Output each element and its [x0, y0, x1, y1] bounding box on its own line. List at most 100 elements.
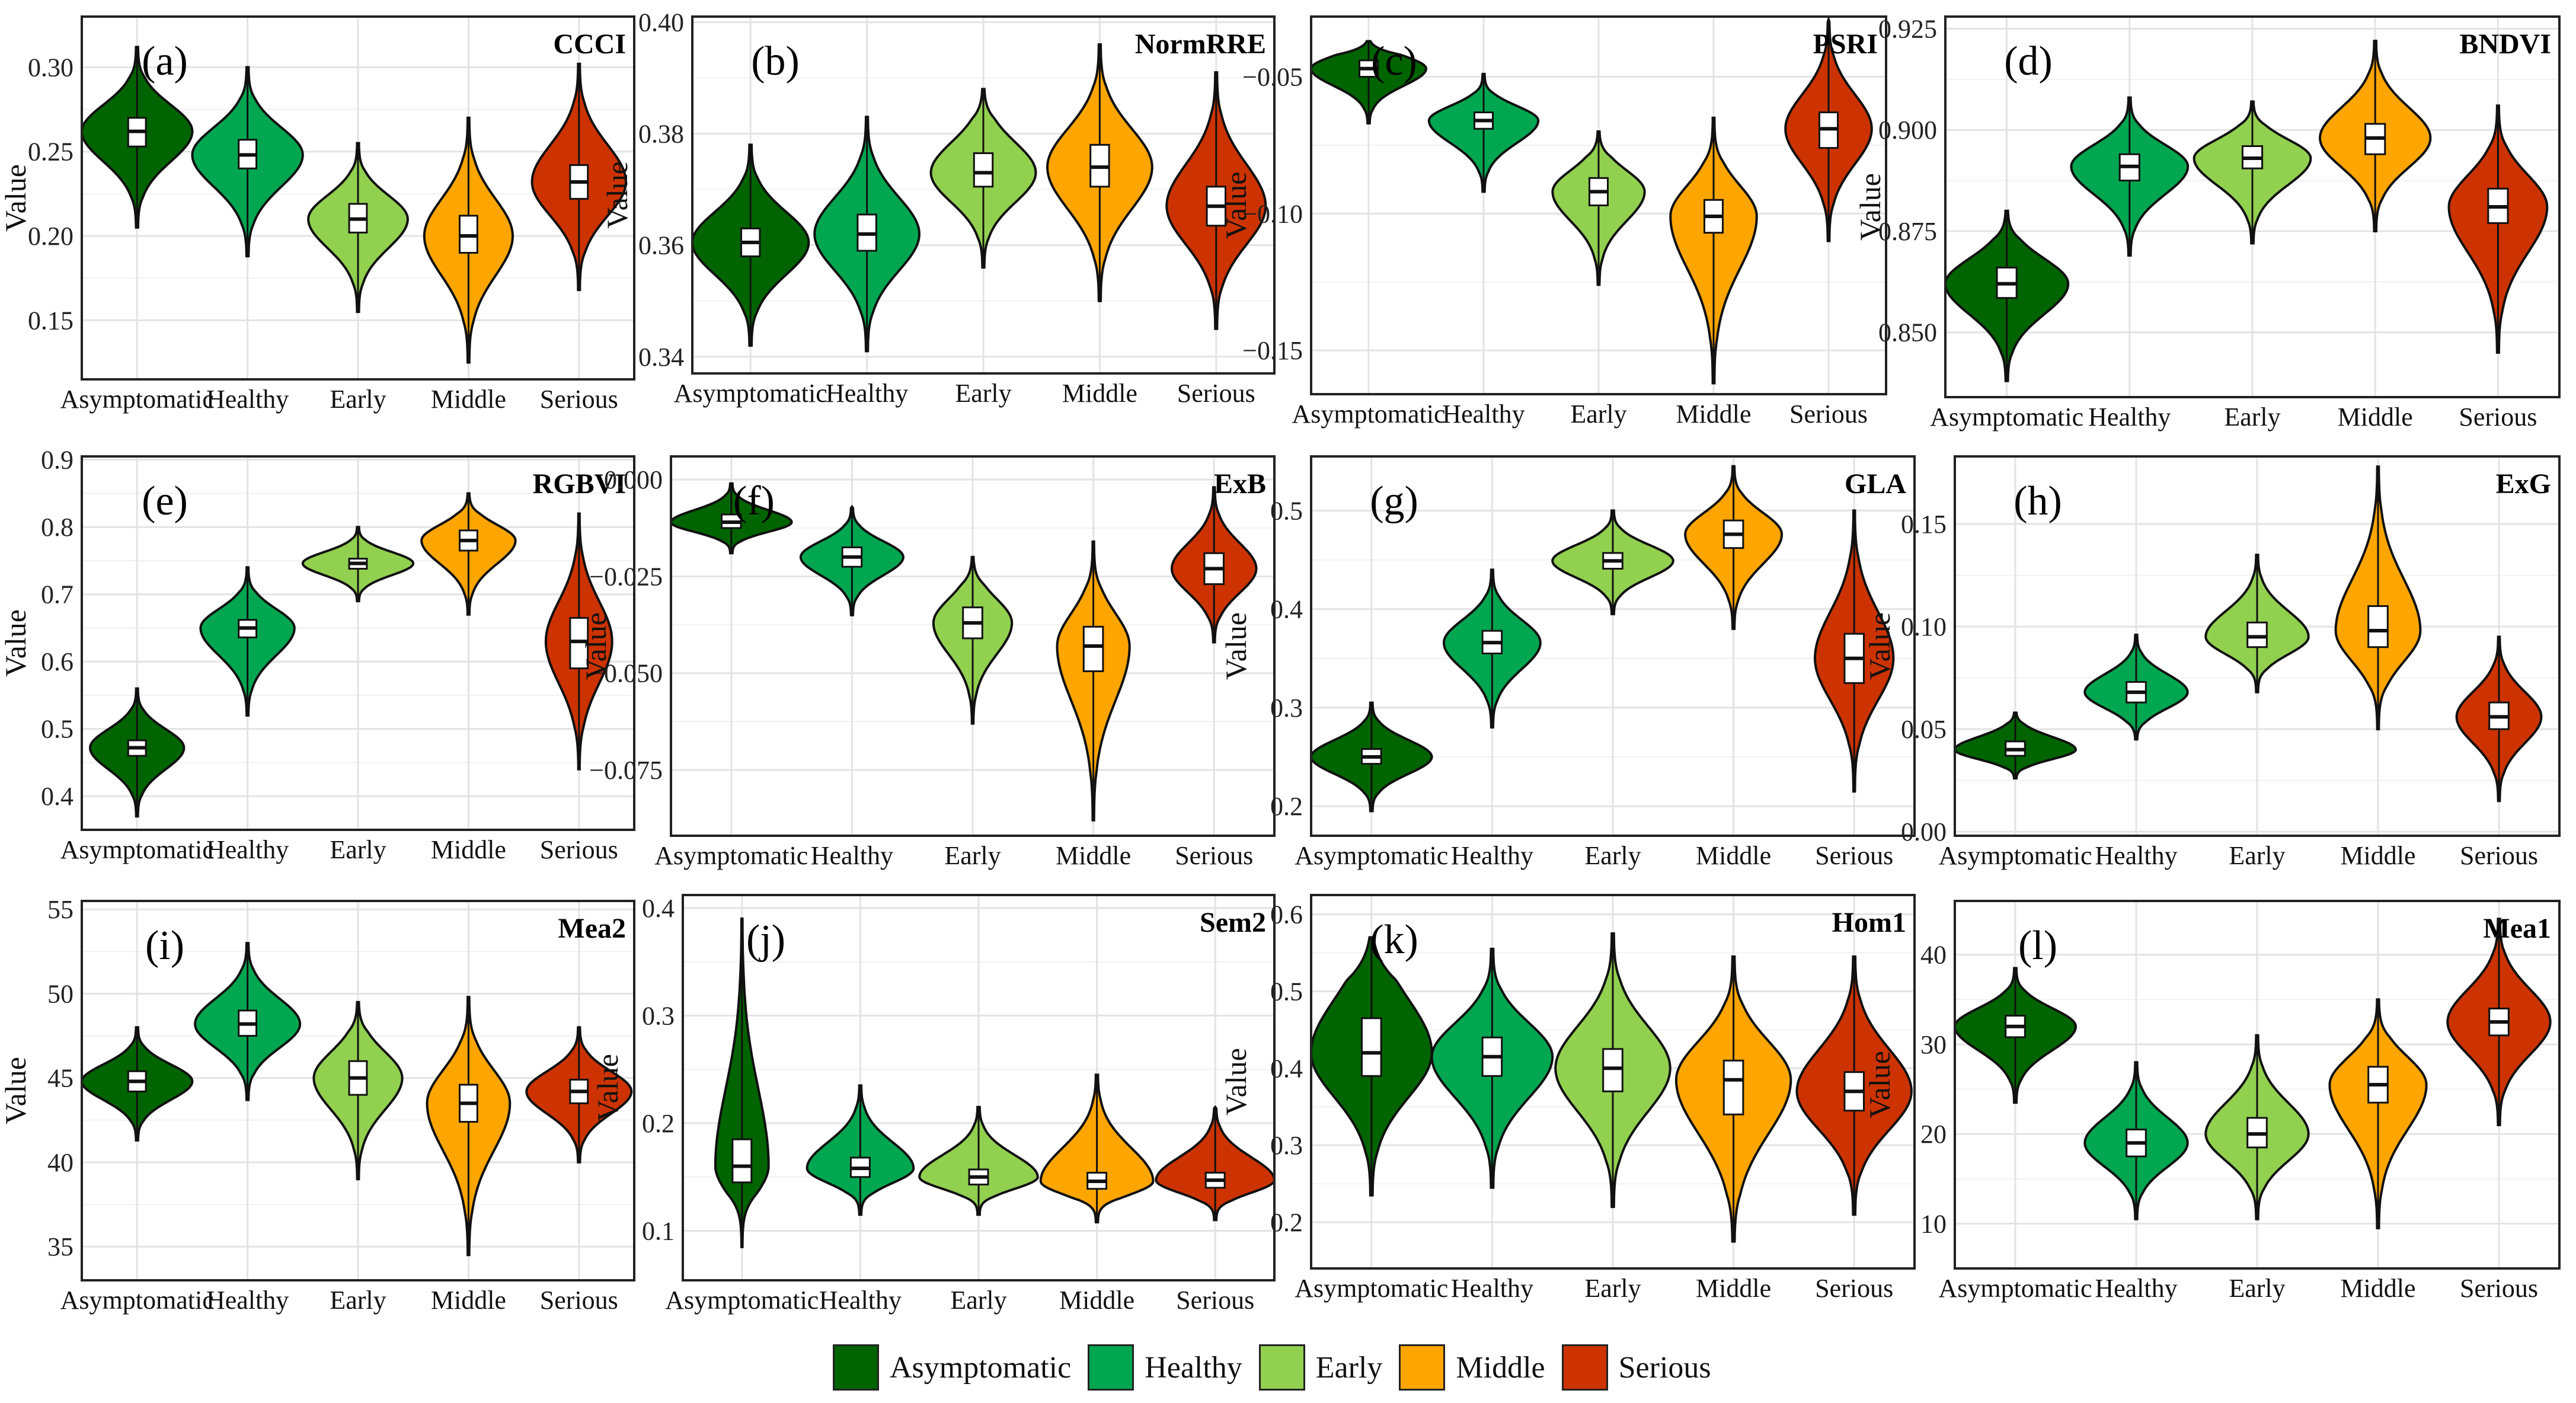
x-tick-label: Early: [2229, 1274, 2285, 1303]
x-tick-label: Serious: [540, 385, 618, 414]
panel-bndvi: 0.850 0.875 0.900 0.925 Asymptomatic Healthy E…: [1853, 14, 2561, 432]
y-tick-label: 0.40: [638, 8, 684, 37]
x-tick-label: Middle: [1696, 1274, 1771, 1303]
x-tick-label: Asymptomatic: [60, 835, 214, 864]
box-iqr: [1722, 1059, 1744, 1116]
y-tick-label: 0.4: [1270, 595, 1303, 624]
y-tick-label: 0.2: [1270, 1208, 1303, 1237]
y-tick-label: 0.4: [642, 894, 675, 923]
x-tick-label: Early: [1584, 841, 1641, 870]
x-tick-label: Asymptomatic: [665, 1286, 819, 1315]
panel-gla: 0.2 0.3 0.4 0.5 Asymptomatic Healthy Early Midd…: [1219, 455, 1916, 870]
box-iqr: [973, 152, 994, 188]
legend-item-early: Early: [1258, 1344, 1382, 1391]
y-tick-label: 0.6: [1270, 900, 1303, 929]
panel-mea1: 10 20 30 40 Asymptomatic Healthy Early Middle Se…: [1863, 900, 2561, 1303]
x-tick-label: Early: [955, 379, 1011, 408]
panel-letter: (i): [145, 923, 184, 969]
y-axis-label: Value: [579, 612, 612, 680]
panel-letter: (a): [142, 39, 188, 84]
legend-swatch-serious: [1561, 1344, 1608, 1391]
x-tick-label: Asymptomatic: [1295, 841, 1448, 870]
y-axis-label: Value: [1863, 1051, 1896, 1118]
panel-frame: [81, 900, 635, 1281]
y-tick-label: 0.4: [1270, 1054, 1303, 1083]
legend-label: Middle: [1456, 1350, 1545, 1385]
x-tick-label: Healthy: [2088, 402, 2171, 432]
x-tick-label: Early: [1570, 400, 1626, 429]
y-tick-label: 0.25: [28, 138, 73, 167]
box-iqr: [2246, 621, 2268, 648]
panel-title: ExG: [2496, 468, 2551, 500]
x-tick-label: Healthy: [1451, 1274, 1533, 1303]
panel-letter: (f): [733, 478, 775, 524]
x-tick-label: Serious: [1176, 1286, 1254, 1315]
panel-title: GLA: [1845, 468, 1906, 500]
y-tick-label: 0.900: [1878, 116, 1937, 145]
legend-swatch-middle: [1399, 1344, 1446, 1391]
x-tick-label: Middle: [2340, 841, 2415, 870]
panel-title: Mea1: [2483, 913, 2551, 944]
x-tick-label: Healthy: [1442, 400, 1524, 429]
panel-frame: [1954, 900, 2561, 1270]
panel-frame: [1944, 15, 2561, 398]
x-tick-label: Serious: [1789, 400, 1868, 429]
legend-swatch-asymptomatic: [833, 1344, 879, 1391]
x-tick-label: Middle: [431, 1286, 506, 1315]
y-tick-label: 0.875: [1878, 217, 1937, 246]
y-tick-label: 0.10: [1901, 612, 1947, 641]
y-tick-label: 0.38: [638, 120, 684, 149]
panel-hom1: 0.2 0.3 0.4 0.5 0.6 Asymptomatic Healthy Early M…: [1219, 894, 1916, 1303]
panel-title: RGBVI: [533, 468, 626, 500]
x-tick-label: Middle: [1062, 379, 1137, 408]
y-tick-label: 0.15: [1901, 510, 1947, 539]
box-iqr: [731, 1138, 753, 1184]
x-tick-label: Middle: [431, 835, 506, 864]
x-tick-label: Serious: [540, 1286, 618, 1315]
x-tick-label: Healthy: [819, 1286, 902, 1315]
y-axis-label: Value: [1219, 1048, 1252, 1116]
panel-frame: [1310, 455, 1916, 837]
x-tick-label: Middle: [1059, 1286, 1134, 1315]
legend: Asymptomatic Healthy Early Middle Seriou…: [833, 1341, 1728, 1394]
y-tick-label: 0.4: [41, 782, 73, 811]
panel-exb: −0.075 −0.050 −0.025 0.000 Asymptomatic Healt…: [579, 455, 1276, 870]
x-tick-label: Healthy: [1451, 841, 1533, 870]
y-tick-label: 35: [47, 1232, 73, 1261]
x-tick-label: Healthy: [811, 841, 893, 870]
y-tick-label: 0.2: [1270, 792, 1303, 821]
x-tick-label: Asymptomatic: [654, 841, 808, 870]
x-tick-label: Asymptomatic: [1292, 400, 1445, 429]
y-tick-label: 0.15: [28, 306, 73, 335]
y-tick-label: −0.050: [589, 659, 663, 688]
x-tick-label: Healthy: [206, 1286, 289, 1315]
y-tick-label: 10: [1920, 1209, 1947, 1238]
y-tick-label: 0.00: [1901, 817, 1947, 846]
panel-frame: [1954, 455, 2561, 837]
legend-item-serious: Serious: [1561, 1344, 1711, 1391]
y-tick-label: 0.850: [1878, 318, 1937, 347]
y-tick-label: 20: [1920, 1120, 1947, 1149]
y-tick-label: 0.30: [28, 53, 73, 82]
y-tick-label: 0.20: [28, 222, 73, 251]
y-tick-label: 0.8: [41, 513, 73, 542]
box-iqr: [1082, 625, 1104, 672]
panel-letter: (c): [1371, 39, 1417, 84]
panel-title: BNDVI: [2459, 28, 2551, 60]
legend-item-middle: Middle: [1399, 1344, 1545, 1391]
y-tick-label: 0.7: [41, 580, 73, 609]
y-tick-label: 0.000: [604, 465, 663, 494]
x-tick-label: Early: [330, 385, 386, 414]
box-iqr: [1361, 1017, 1382, 1077]
y-axis-label: Value: [1853, 173, 1887, 241]
box-iqr: [2367, 605, 2389, 648]
y-tick-label: 30: [1920, 1030, 1947, 1059]
panel-title: Hom1: [1832, 907, 1906, 938]
y-tick-label: 55: [47, 895, 73, 924]
y-tick-label: 0.05: [1901, 715, 1947, 744]
x-tick-label: Middle: [1696, 841, 1771, 870]
y-tick-label: −0.15: [1242, 336, 1303, 365]
